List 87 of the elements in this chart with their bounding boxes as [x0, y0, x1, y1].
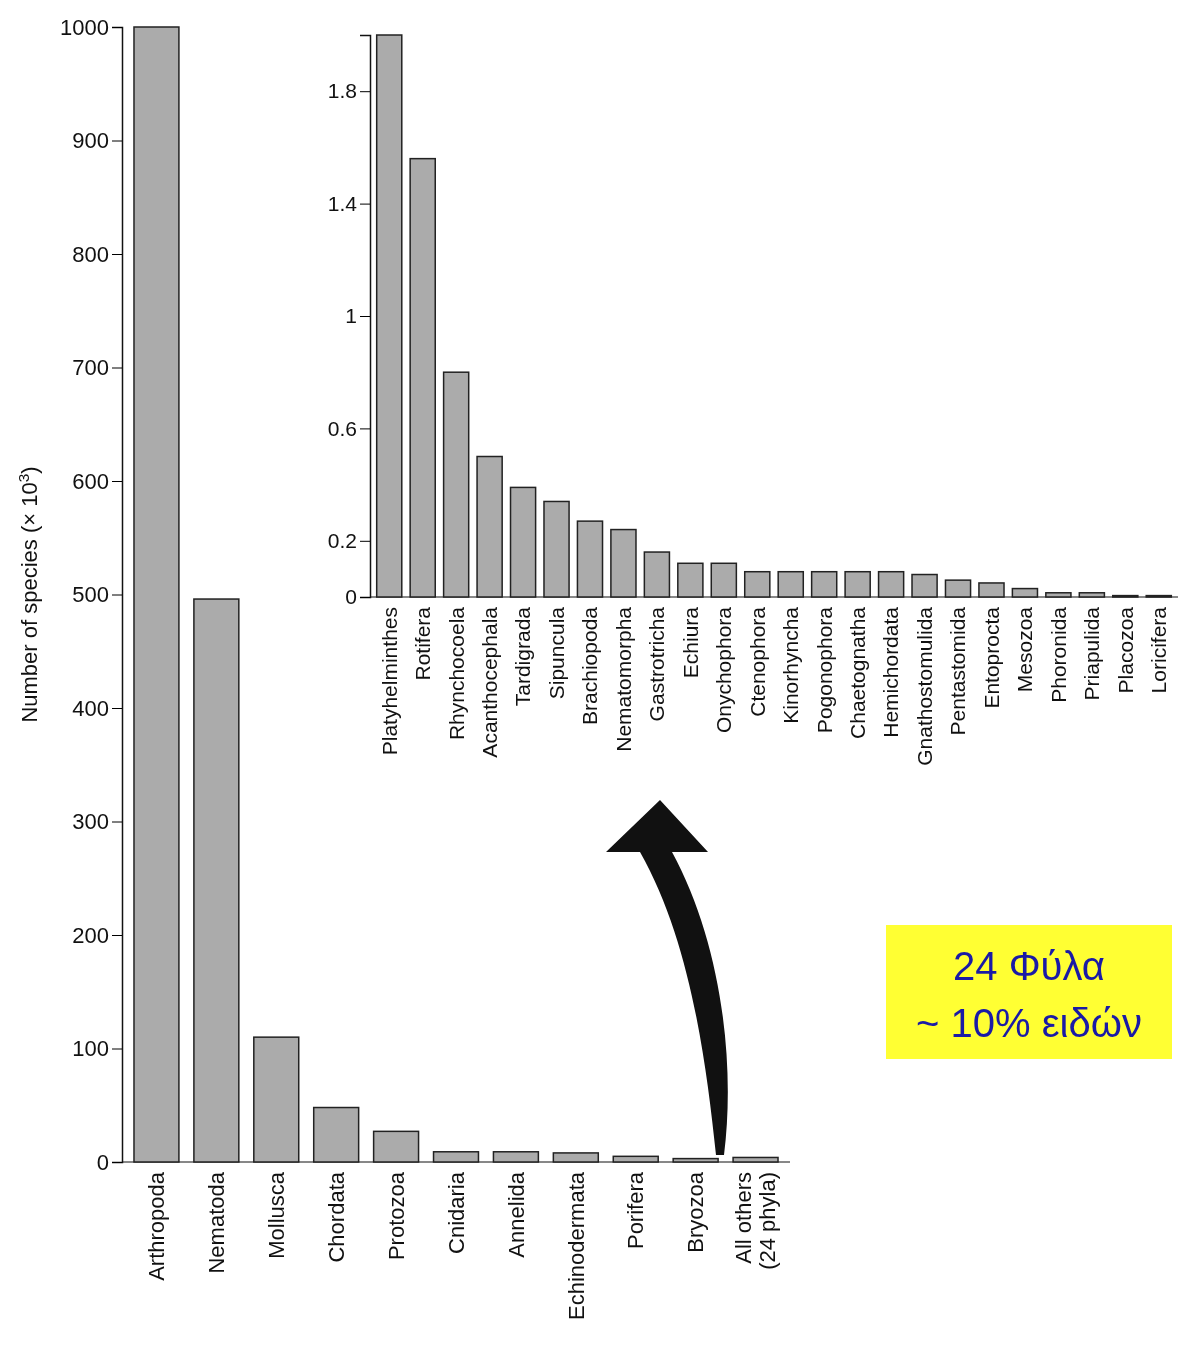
bar [253, 1036, 300, 1163]
y-tick-label: 0 [96, 1149, 109, 1175]
bar [509, 486, 537, 598]
x-tick-label: Protozoa [383, 1171, 409, 1261]
bar [1011, 587, 1039, 598]
x-tick-label: Onychophora [712, 606, 736, 734]
y-tick-label: 0.2 [327, 529, 357, 553]
bar [492, 1151, 540, 1163]
bar [810, 570, 838, 598]
y-tick-label: 300 [72, 809, 109, 835]
y-tick-label: 800 [72, 241, 109, 267]
x-tick-label: Gnathostomulida [912, 606, 936, 766]
x-tick-label: Placozoa [1113, 606, 1137, 694]
x-tick-label: Chaetognatha [845, 606, 869, 739]
x-tick-label: Annelida [503, 1171, 529, 1258]
bar [312, 1106, 360, 1163]
bar [375, 34, 403, 598]
x-tick-label: Mollusca [263, 1171, 289, 1259]
bar [372, 1130, 420, 1163]
x-tick-label: Echinodermata [563, 1171, 589, 1320]
bar [643, 551, 671, 598]
bar [777, 570, 805, 598]
bar [1045, 592, 1072, 598]
bar [978, 582, 1005, 598]
x-tick-label: Cnidaria [443, 1171, 469, 1254]
x-tick-label: Phoronida [1046, 606, 1070, 703]
x-tick-label: Loricifera [1147, 606, 1171, 694]
x-tick-label: Porifera [623, 1171, 649, 1250]
x-tick-label: Platyhelminthes [377, 607, 401, 756]
y-tick-label: 900 [72, 128, 109, 154]
bar [710, 562, 738, 598]
x-tick-label: Pogonophora [812, 606, 836, 734]
x-tick-label: Hemichordata [879, 606, 903, 738]
bar [844, 570, 871, 598]
y-tick-label: 1.8 [327, 79, 357, 103]
bar [409, 157, 436, 598]
bar [672, 1157, 719, 1163]
y-tick-label: 600 [72, 468, 109, 494]
y-tick-label: 0.6 [327, 416, 357, 440]
text: 24 Φύλα [953, 944, 1105, 988]
x-tick-label: Kinorhyncha [779, 606, 803, 724]
y-tick-label: 1.4 [327, 191, 358, 215]
x-tick-label: Ctenophora [745, 606, 769, 717]
x-tick-label: Priapulida [1080, 606, 1104, 701]
y-tick-label: 200 [72, 922, 109, 948]
bar [911, 573, 938, 598]
bar [877, 570, 905, 598]
bar [476, 455, 503, 598]
x-tick-label: Bryozoa [683, 1171, 709, 1253]
bar [677, 562, 704, 598]
x-tick-label: Rhynchocoela [444, 606, 468, 741]
x-tick-label: All others (24 phyla) [731, 1172, 781, 1270]
y-tick-label: 1 [345, 304, 357, 328]
bar [944, 579, 972, 598]
x-tick-label: Mesozoa [1013, 606, 1037, 693]
y-tick-label: 500 [72, 582, 109, 608]
bar [743, 570, 771, 598]
x-tick-label: Sipuncula [544, 606, 568, 700]
y-tick-label: 400 [72, 695, 109, 721]
bar [193, 598, 240, 1163]
x-tick-label: Brachiopoda [578, 606, 602, 725]
x-tick-label: Tardigrada [511, 606, 535, 707]
bar [133, 26, 180, 1163]
x-tick-label: Gastrotricha [645, 606, 669, 722]
y-tick-label: 0 [345, 585, 357, 609]
bar [576, 520, 604, 598]
x-tick-label: Entoprocta [979, 606, 1003, 709]
x-tick-label: Rotifera [411, 606, 435, 681]
bar [552, 1152, 600, 1163]
x-tick-label: Acanthocephala [477, 606, 501, 758]
x-tick-label: Nematoda [204, 1171, 230, 1274]
bar [732, 1156, 779, 1163]
y-tick-label: 700 [72, 355, 109, 381]
bar [612, 1155, 659, 1163]
bar [432, 1151, 480, 1163]
x-tick-label: Nematomorpha [611, 606, 635, 752]
x-tick-label: Chordata [323, 1171, 349, 1263]
bar [543, 500, 570, 598]
bar [1078, 592, 1106, 598]
y-tick-label: 100 [72, 1036, 109, 1062]
y-tick-label: 1000 [60, 14, 109, 40]
bar [610, 528, 637, 598]
x-tick-label: Echiura [678, 606, 702, 679]
bar [442, 371, 470, 598]
x-tick-label: Pentastomida [946, 606, 970, 736]
x-tick-label: Arthropoda [144, 1171, 170, 1281]
text: ~ 10% ειδών [916, 1001, 1142, 1045]
